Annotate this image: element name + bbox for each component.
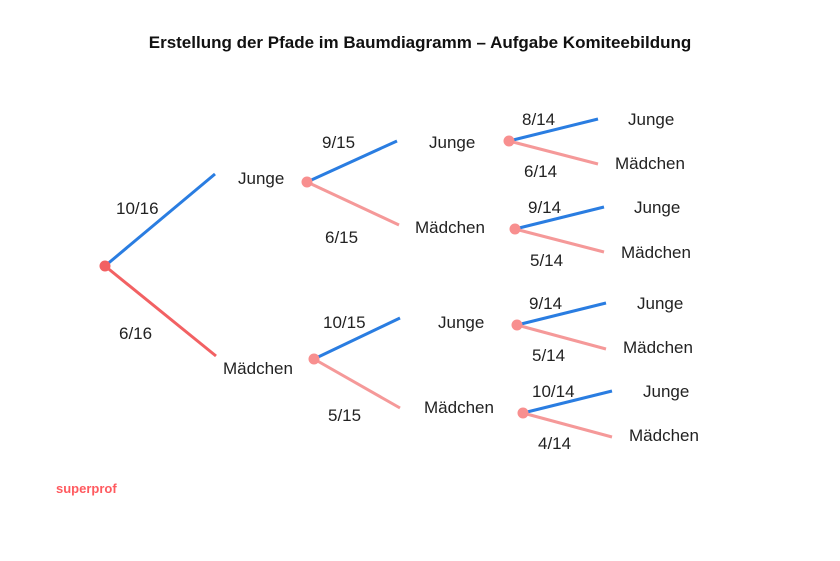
prob-junge-junge: 9/15: [322, 133, 355, 152]
branch-maedchen-junge: [313, 316, 401, 361]
branch-jj-junge: [508, 117, 599, 143]
node-mj: [511, 319, 523, 331]
branch-mm-junge: [522, 389, 613, 415]
prob-jj-maedchen: 6/14: [524, 162, 557, 181]
branch-junge-junge: [306, 139, 398, 184]
label-jj-junge: Junge: [628, 110, 674, 129]
prob-root-junge: 10/16: [116, 199, 159, 218]
node-jj: [503, 135, 515, 147]
label-maedchen: Mädchen: [223, 359, 293, 378]
branch-jj-maedchen: [508, 139, 599, 166]
branch-junge-maedchen: [306, 180, 400, 227]
label-jm-junge: Junge: [634, 198, 680, 217]
label-junge-maedchen: Mädchen: [415, 218, 485, 237]
root-node: [99, 260, 111, 272]
branch-mj-junge: [516, 301, 607, 327]
branch-root-junge: [104, 172, 216, 268]
prob-mj-maedchen: 5/14: [532, 346, 565, 365]
prob-root-maedchen: 6/16: [119, 324, 152, 343]
branch-root-maedchen: [104, 264, 217, 358]
node-mm: [517, 407, 529, 419]
branch-mj-maedchen: [516, 323, 607, 351]
branch-jm-junge: [514, 205, 605, 231]
superprof-logo: superprof: [56, 481, 117, 496]
prob-jj-junge: 8/14: [522, 110, 555, 129]
label-mm-junge: Junge: [643, 382, 689, 401]
label-junge: Junge: [238, 169, 284, 188]
label-mj-maedchen: Mädchen: [623, 338, 693, 357]
branch-mm-maedchen: [522, 411, 613, 439]
prob-maedchen-maedchen: 5/15: [328, 406, 361, 425]
diagram-title: Erstellung der Pfade im Baumdiagramm – A…: [148, 33, 692, 52]
branch-jm-maedchen: [514, 227, 605, 254]
label-jm-maedchen: Mädchen: [621, 243, 691, 262]
node-maedchen: [308, 353, 320, 365]
prob-jm-junge: 9/14: [528, 198, 561, 217]
branch-maedchen-maedchen: [313, 357, 401, 410]
label-maedchen-maedchen: Mädchen: [424, 398, 494, 417]
prob-jm-maedchen: 5/14: [530, 251, 563, 270]
label-mm-maedchen: Mädchen: [629, 426, 699, 445]
prob-mm-junge: 10/14: [532, 382, 575, 401]
node-junge: [301, 176, 313, 188]
prob-mj-junge: 9/14: [529, 294, 562, 313]
label-junge-junge: Junge: [429, 133, 475, 152]
label-maedchen-junge: Junge: [438, 313, 484, 332]
prob-mm-maedchen: 4/14: [538, 434, 571, 453]
label-jj-maedchen: Mädchen: [615, 154, 685, 173]
node-jm: [509, 223, 521, 235]
prob-junge-maedchen: 6/15: [325, 228, 358, 247]
label-mj-junge: Junge: [637, 294, 683, 313]
prob-maedchen-junge: 10/15: [323, 313, 366, 332]
